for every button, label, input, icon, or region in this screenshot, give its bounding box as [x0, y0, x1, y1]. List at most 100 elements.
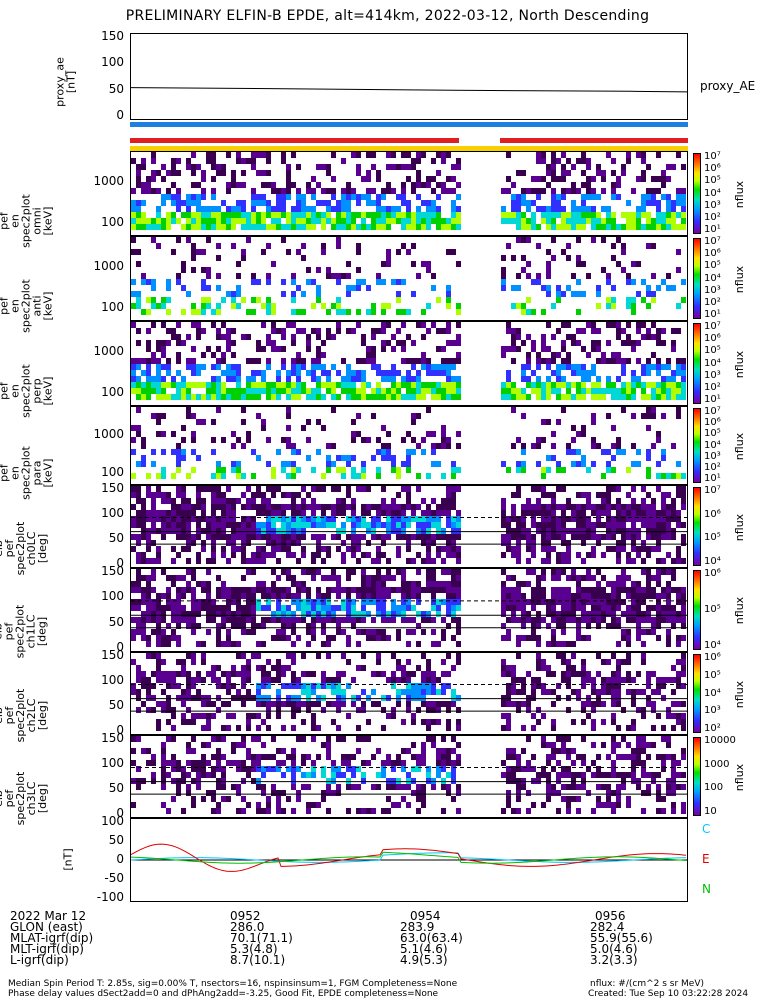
cbar-tick-pa_ch0-1: 10⁶	[704, 508, 721, 520]
plot-spec_para	[131, 407, 686, 479]
cbar-tick-pa_ch1-0: 10⁶	[704, 568, 721, 579]
footer-value-2-0: 5.3(4.8)	[230, 942, 278, 956]
panel-spec_omni	[130, 151, 688, 236]
footer-value-3-2: 3.2(3.3)	[590, 953, 638, 967]
ytick-pa_ch2-2: 50	[108, 698, 124, 712]
colorbar-pa_ch3	[693, 737, 701, 816]
status-bar-0	[130, 122, 688, 127]
footer-value-3-0: 8.7(10.1)	[230, 953, 286, 967]
ylabel-pa_ch0: elb pef spec2plot ch0LC [deg]	[0, 521, 49, 575]
ytick-pa_ch0-2: 50	[108, 531, 124, 545]
ylabel-spec_perp: elb pef en spec2plot perp [keV]	[0, 363, 54, 418]
cbar-tick-spec_para-4: 10³	[704, 450, 721, 462]
legend-C: C	[702, 822, 711, 836]
x-tick-0952: 0952	[230, 909, 261, 923]
ylabel-spec_omni: elb pef en spec2plot omni [keV]	[0, 193, 54, 248]
footer-value-0-2: 282.4	[590, 920, 625, 934]
cbar-tick-spec_omni-4: 10³	[704, 199, 721, 211]
ytick-proxy_ae-2: 50	[108, 81, 124, 96]
cbar-tick-spec_omni-6: 10¹	[704, 224, 721, 235]
cbar-tick-spec_anti-0: 10⁷	[704, 236, 721, 247]
cbar-label-pa_ch3: nflux	[733, 763, 747, 791]
ytick-spec_anti-1: 100	[101, 300, 124, 315]
cbar-tick-spec_perp-2: 10⁵	[704, 345, 721, 357]
footer-label-2: MLT-igrf(dip)	[10, 942, 84, 956]
ytick-pa_ch2-0: 150	[101, 648, 124, 662]
cbar-tick-pa_ch2-2: 10⁴	[704, 687, 721, 699]
footer-value-1-2: 55.9(55.6)	[590, 931, 653, 945]
cbar-tick-spec_perp-4: 10³	[704, 369, 721, 381]
cbar-tick-pa_ch2-3: 10³	[704, 705, 721, 717]
ytick-proxy_ae-0: 150	[101, 29, 124, 43]
cbar-tick-spec_perp-1: 10⁶	[704, 333, 721, 345]
cbar-tick-spec_omni-1: 10⁶	[704, 163, 721, 175]
legend-E: E	[702, 852, 710, 866]
panel-spec_perp	[130, 321, 688, 406]
cbar-tick-pa_ch3-0: 10000	[704, 735, 736, 746]
ytick-pa_ch2-3: 0	[116, 723, 124, 737]
cbar-tick-pa_ch3-2: 100	[704, 782, 724, 794]
cbar-tick-spec_perp-6: 10¹	[704, 394, 721, 405]
cbar-tick-spec_para-0: 10⁷	[704, 406, 721, 417]
ytick-spec_omni-1: 100	[101, 215, 124, 230]
ytick-mag-4: -100	[96, 890, 124, 904]
panel-pa_ch3	[130, 735, 688, 818]
plot-spec_anti	[131, 237, 686, 315]
panel-pa_ch0	[130, 485, 688, 568]
colorbar-spec_para	[693, 408, 701, 483]
cbar-label-spec_para: nflux	[733, 432, 747, 460]
ytick-pa_ch1-1: 100	[101, 589, 124, 604]
series-N	[131, 851, 687, 864]
cbar-tick-spec_para-3: 10⁴	[704, 439, 721, 451]
cbar-label-pa_ch2: nflux	[733, 680, 747, 708]
plot-mag	[131, 843, 687, 872]
legend-proxy-ae: proxy_AE	[700, 79, 756, 93]
cbar-tick-spec_omni-5: 10²	[704, 211, 721, 223]
ytick-proxy_ae-1: 100	[101, 55, 124, 70]
ylabel-pa_ch2: elb pef spec2plot ch2LC [deg]	[0, 688, 49, 742]
ylabel-spec_para: elb pef en spec2plot para [keV]	[0, 445, 54, 500]
footer-label-0: GLON (east)	[10, 920, 83, 934]
cbar-tick-pa_ch2-0: 10⁶	[704, 652, 721, 663]
cbar-tick-spec_omni-3: 10⁴	[704, 187, 721, 199]
cbar-tick-spec_anti-6: 10¹	[704, 309, 721, 320]
ytick-pa_ch2-1: 100	[101, 673, 124, 687]
cbar-tick-pa_ch3-1: 1000	[704, 758, 730, 770]
ytick-spec_perp-0: 1000	[93, 344, 124, 359]
cbar-tick-spec_para-6: 10¹	[704, 473, 721, 484]
cbar-tick-spec_anti-2: 10⁵	[704, 260, 721, 272]
cbar-tick-spec_para-1: 10⁶	[704, 417, 721, 429]
colorbar-spec_omni	[693, 153, 701, 234]
colorbar-pa_ch0	[693, 487, 701, 566]
panel-pa_ch2	[130, 652, 688, 735]
panel-proxy_ae	[130, 33, 688, 120]
ytick-mag-0: 100	[101, 814, 124, 828]
colorbar-pa_ch1	[693, 570, 701, 650]
chart-title: PRELIMINARY ELFIN-B EPDE, alt=414km, 202…	[125, 8, 650, 24]
plot-spec_perp	[131, 322, 686, 400]
footer-line1: Median Spin Period T: 2.85s, sig=0.00% T…	[8, 979, 458, 989]
ytick-pa_ch3-1: 100	[101, 756, 124, 770]
colorbar-spec_perp	[693, 323, 701, 404]
cbar-tick-pa_ch2-4: 10²	[704, 723, 721, 734]
cbar-tick-spec_omni-2: 10⁵	[704, 175, 721, 187]
legend-N: N	[702, 882, 711, 896]
series-C	[131, 852, 687, 863]
plot-pa_ch0	[131, 486, 687, 564]
ytick-spec_para-0: 1000	[93, 427, 124, 442]
cbar-tick-pa_ch0-3: 10⁴	[704, 556, 721, 567]
cbar-tick-spec_para-5: 10²	[704, 461, 721, 473]
plot-proxy_ae	[131, 87, 687, 93]
ytick-proxy_ae-3: 0	[116, 108, 124, 122]
status-bar-3	[130, 146, 688, 151]
footer-created: Created: Tue Sep 10 03:22:28 2024	[588, 989, 749, 999]
ytick-pa_ch3-2: 50	[108, 781, 124, 795]
ytick-mag-2: 0	[116, 852, 124, 866]
cbar-tick-spec_anti-3: 10⁴	[704, 272, 721, 284]
cbar-label-pa_ch1: nflux	[733, 596, 747, 625]
cbar-tick-pa_ch1-1: 10⁵	[704, 604, 721, 615]
x-tick-0956: 0956	[595, 909, 626, 923]
panel-mag	[130, 818, 688, 902]
footer-date: 2022 Mar 12	[10, 909, 87, 923]
footer-value-0-0: 286.0	[230, 920, 265, 934]
